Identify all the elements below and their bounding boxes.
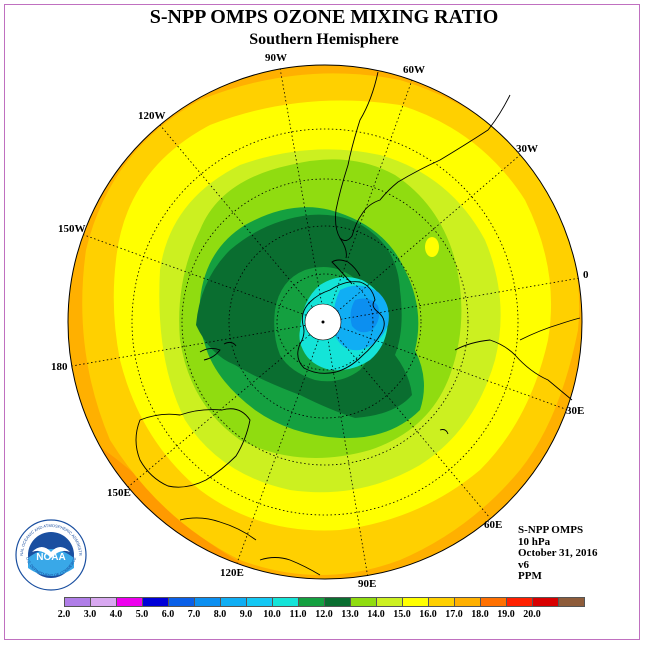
colorbar-label: 18.0	[471, 609, 489, 620]
colorbar-swatch	[116, 597, 143, 607]
colorbar-swatch	[272, 597, 299, 607]
antarctic-peninsula	[331, 259, 361, 285]
colorbar-swatch	[454, 597, 481, 607]
colorbar-label: 10.0	[263, 609, 281, 620]
logo-text: NOAA	[36, 552, 65, 563]
noaa-logo: NOAA NATIONAL OCEANIC AND ATMOSPHERIC AD…	[14, 518, 87, 591]
meridian-90e	[324, 321, 369, 579]
latitude-circles	[131, 128, 519, 516]
colorbar-label: 13.0	[341, 609, 359, 620]
colorbar-swatch	[168, 597, 195, 607]
meridian-120w	[159, 124, 326, 323]
new-zealand-north	[223, 341, 237, 347]
meridian-0	[324, 277, 581, 323]
meridian-180	[71, 321, 326, 367]
colorbar-swatch	[532, 597, 559, 607]
lon-label-60w: 60W	[403, 64, 425, 76]
meridian-120e	[236, 321, 326, 564]
colorbar-swatch	[350, 597, 377, 607]
africa-coast-east	[519, 317, 581, 341]
colorbar-label: 14.0	[367, 609, 385, 620]
colorbar-label: 8.0	[213, 609, 227, 620]
colorbar-label: 11.0	[289, 609, 307, 620]
colorbar-label: 3.0	[83, 609, 97, 620]
colorbar-swatch	[324, 597, 351, 607]
colorbar-label: 19.0	[497, 609, 515, 620]
colorbar-label: 6.0	[161, 609, 175, 620]
tierra-del-fuego	[339, 237, 347, 259]
map-title: S-NPP OMPS OZONE MIXING RATIO	[149, 6, 499, 28]
meridian-90w	[279, 67, 326, 323]
africa-coast	[454, 339, 573, 401]
colorbar-label: 16.0	[419, 609, 437, 620]
latitude-circle	[276, 273, 374, 371]
colorbar-label: 15.0	[393, 609, 411, 620]
lon-label-0: 0	[583, 269, 589, 281]
map-boundary	[67, 64, 583, 580]
colorbar-label: 5.0	[135, 609, 149, 620]
logo-water	[28, 549, 74, 576]
madagascar-coast	[439, 429, 449, 435]
colorbar-swatch	[428, 597, 455, 607]
meridian-150e	[127, 321, 326, 488]
info-version: v6	[518, 558, 529, 571]
meridian-30e	[324, 321, 569, 411]
colorbar-label: 12.0	[315, 609, 333, 620]
meridian-30w	[324, 154, 521, 323]
lon-label-150e: 150E	[107, 487, 131, 499]
logo-bird	[32, 547, 70, 558]
colorbar-label: 9.0	[239, 609, 253, 620]
lon-label-30e: 30E	[566, 405, 584, 417]
colorbar-swatch	[194, 597, 221, 607]
info-instrument: S-NPP OMPS	[518, 524, 584, 536]
colorbar-label: 2.0	[57, 609, 71, 620]
lon-label-30w: 30W	[516, 143, 538, 155]
colorbar-label: 17.0	[445, 609, 463, 620]
colorbar-swatch	[376, 597, 403, 607]
colorbar-swatch	[558, 597, 585, 607]
map-subtitle: Southern Hemisphere	[249, 31, 399, 48]
lon-label-120e: 120E	[220, 567, 244, 579]
coastlines	[135, 71, 581, 576]
info-level: 10 hPa	[518, 535, 551, 548]
lon-label-150w: 150W	[58, 223, 86, 235]
colorbar-swatch	[298, 597, 325, 607]
lon-label-60e: 60E	[484, 519, 502, 531]
south-america-coast	[335, 71, 511, 241]
lon-label-90w: 90W	[265, 52, 287, 64]
info-units: PPM	[518, 570, 542, 583]
colorbar-swatch	[246, 597, 273, 607]
colorbar-label: 4.0	[109, 609, 123, 620]
latitude-circle	[228, 225, 422, 419]
meridian-150w	[83, 234, 326, 323]
colorbar-label: 7.0	[187, 609, 201, 620]
meridian-60w	[324, 79, 413, 323]
colorbar-swatch	[90, 597, 117, 607]
map-info: S-NPP OMPS 10 hPa October 31, 2016 v6 PP…	[518, 524, 638, 583]
latitude-circle	[131, 128, 519, 516]
indonesia-coast-east	[259, 557, 321, 576]
colorbar-swatch	[220, 597, 247, 607]
colorbar-swatch	[142, 597, 169, 607]
south-pole-dot	[321, 320, 325, 324]
colorbar-swatch	[402, 597, 429, 607]
colorbar-swatch	[64, 597, 91, 607]
lon-label-180: 180	[51, 361, 68, 373]
antarctica-coast	[297, 281, 385, 374]
australia-coast	[135, 408, 251, 488]
info-date: October 31, 2016	[518, 547, 598, 560]
meridian-60e	[324, 321, 491, 519]
indonesia-coast	[179, 517, 257, 541]
lon-label-90e: 90E	[358, 578, 376, 590]
latitude-circle	[181, 178, 469, 466]
band-14-15-patch	[425, 237, 439, 257]
colorbar-swatch	[480, 597, 507, 607]
new-zealand-coast	[199, 347, 221, 361]
colorbar-label: 20.0	[523, 609, 541, 620]
colorbar-swatch	[506, 597, 533, 607]
meridians	[71, 67, 581, 579]
lon-label-120w: 120W	[138, 110, 166, 122]
